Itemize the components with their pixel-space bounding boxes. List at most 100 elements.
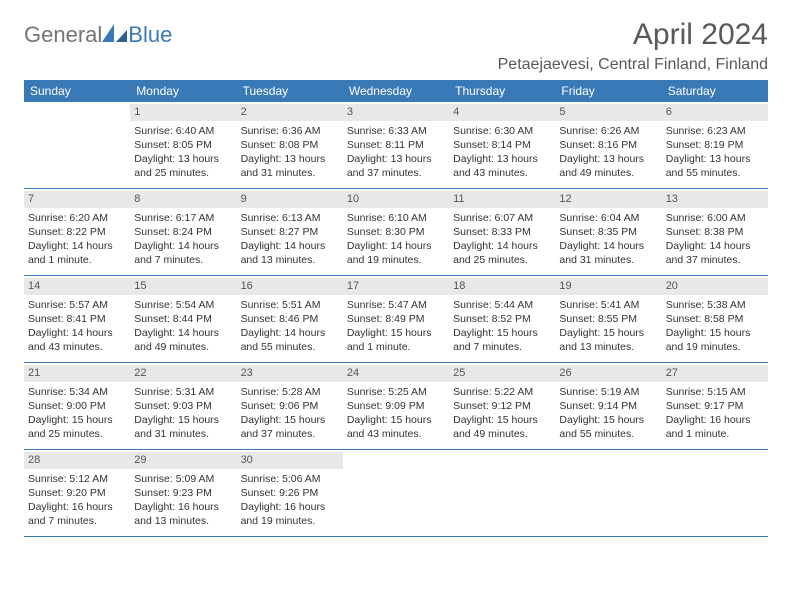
day-number: 28 [24, 452, 130, 469]
day-number: 17 [343, 278, 449, 295]
brand-logo: General Blue [24, 22, 172, 48]
calendar-day-cell: 9Sunrise: 6:13 AMSunset: 8:27 PMDaylight… [237, 189, 343, 275]
day-info: Sunrise: 5:06 AMSunset: 9:26 PMDaylight:… [241, 472, 339, 529]
day-info: Sunrise: 5:54 AMSunset: 8:44 PMDaylight:… [134, 298, 232, 355]
calendar-day-cell [24, 102, 130, 188]
daylight-text: Daylight: 15 hours and 55 minutes. [559, 413, 657, 441]
sunrise-text: Sunrise: 6:23 AM [666, 124, 764, 138]
location-subtitle: Petaejaevesi, Central Finland, Finland [498, 56, 768, 74]
day-number: 20 [662, 278, 768, 295]
sunset-text: Sunset: 8:08 PM [241, 138, 339, 152]
weekday-header: Thursday [449, 80, 555, 102]
sunset-text: Sunset: 8:49 PM [347, 312, 445, 326]
sunrise-text: Sunrise: 6:00 AM [666, 211, 764, 225]
day-info: Sunrise: 5:31 AMSunset: 9:03 PMDaylight:… [134, 385, 232, 442]
day-number: 25 [449, 365, 555, 382]
logo-text-blue: Blue [128, 22, 172, 48]
calendar-grid: Sunday Monday Tuesday Wednesday Thursday… [24, 80, 768, 537]
sunset-text: Sunset: 8:35 PM [559, 225, 657, 239]
calendar-day-cell: 19Sunrise: 5:41 AMSunset: 8:55 PMDayligh… [555, 276, 661, 362]
daylight-text: Daylight: 13 hours and 43 minutes. [453, 152, 551, 180]
daylight-text: Daylight: 14 hours and 25 minutes. [453, 239, 551, 267]
sunrise-text: Sunrise: 5:44 AM [453, 298, 551, 312]
day-info: Sunrise: 6:00 AMSunset: 8:38 PMDaylight:… [666, 211, 764, 268]
day-number: 4 [449, 104, 555, 121]
calendar-day-cell: 6 Sunrise: 6:23 AMSunset: 8:19 PMDaylight… [662, 102, 768, 188]
day-number: 6 [662, 104, 768, 121]
sunrise-text: Sunrise: 6:20 AM [28, 211, 126, 225]
day-info: Sunrise: 5:34 AMSunset: 9:00 PMDaylight:… [28, 385, 126, 442]
daylight-text: Daylight: 14 hours and 13 minutes. [241, 239, 339, 267]
sunset-text: Sunset: 9:20 PM [28, 486, 126, 500]
day-info: Sunrise: 5:19 AMSunset: 9:14 PMDaylight:… [559, 385, 657, 442]
day-info: Sunrise: 6:40 AMSunset: 8:05 PMDaylight:… [134, 124, 232, 181]
calendar-day-cell: 27Sunrise: 5:15 AMSunset: 9:17 PMDayligh… [662, 363, 768, 449]
calendar-day-cell: 28 Sunrise: 5:12 AMSunset: 9:20 PMDayligh… [24, 450, 130, 536]
sunrise-text: Sunrise: 6:30 AM [453, 124, 551, 138]
sunset-text: Sunset: 8:14 PM [453, 138, 551, 152]
sunset-text: Sunset: 8:22 PM [28, 225, 126, 239]
sunrise-text: Sunrise: 5:25 AM [347, 385, 445, 399]
sunset-text: Sunset: 8:44 PM [134, 312, 232, 326]
logo-sail-icon [102, 24, 128, 49]
calendar-week-row: 14Sunrise: 5:57 AMSunset: 8:41 PMDayligh… [24, 276, 768, 363]
day-info: Sunrise: 6:04 AMSunset: 8:35 PMDaylight:… [559, 211, 657, 268]
sunrise-text: Sunrise: 5:28 AM [241, 385, 339, 399]
day-info: Sunrise: 5:25 AMSunset: 9:09 PMDaylight:… [347, 385, 445, 442]
sunrise-text: Sunrise: 5:12 AM [28, 472, 126, 486]
daylight-text: Daylight: 14 hours and 19 minutes. [347, 239, 445, 267]
day-number: 5 [555, 104, 661, 121]
sunset-text: Sunset: 9:26 PM [241, 486, 339, 500]
daylight-text: Daylight: 15 hours and 49 minutes. [453, 413, 551, 441]
calendar-week-row: 28 Sunrise: 5:12 AMSunset: 9:20 PMDayligh… [24, 450, 768, 537]
calendar-day-cell: 10Sunrise: 6:10 AMSunset: 8:30 PMDayligh… [343, 189, 449, 275]
day-info: Sunrise: 5:12 AMSunset: 9:20 PMDaylight:… [28, 472, 126, 529]
daylight-text: Daylight: 15 hours and 13 minutes. [559, 326, 657, 354]
month-title: April 2024 [498, 18, 768, 52]
daylight-text: Daylight: 15 hours and 1 minute. [347, 326, 445, 354]
sunset-text: Sunset: 8:30 PM [347, 225, 445, 239]
weekday-header: Tuesday [237, 80, 343, 102]
day-number: 11 [449, 191, 555, 208]
calendar-day-cell: 15 Sunrise: 5:54 AMSunset: 8:44 PMDayligh… [130, 276, 236, 362]
daylight-text: Daylight: 15 hours and 7 minutes. [453, 326, 551, 354]
calendar-day-cell: 12Sunrise: 6:04 AMSunset: 8:35 PMDayligh… [555, 189, 661, 275]
daylight-text: Daylight: 15 hours and 19 minutes. [666, 326, 764, 354]
calendar-day-cell: 4 Sunrise: 6:30 AMSunset: 8:14 PMDaylight… [449, 102, 555, 188]
sunset-text: Sunset: 9:17 PM [666, 399, 764, 413]
sunset-text: Sunset: 8:38 PM [666, 225, 764, 239]
daylight-text: Daylight: 14 hours and 1 minute. [28, 239, 126, 267]
day-number: 7 [24, 191, 130, 208]
daylight-text: Daylight: 13 hours and 55 minutes. [666, 152, 764, 180]
day-info: Sunrise: 6:17 AMSunset: 8:24 PMDaylight:… [134, 211, 232, 268]
daylight-text: Daylight: 15 hours and 37 minutes. [241, 413, 339, 441]
day-info: Sunrise: 6:20 AMSunset: 8:22 PMDaylight:… [28, 211, 126, 268]
sunset-text: Sunset: 9:09 PM [347, 399, 445, 413]
daylight-text: Daylight: 13 hours and 49 minutes. [559, 152, 657, 180]
day-number: 15 [130, 278, 236, 295]
daylight-text: Daylight: 15 hours and 43 minutes. [347, 413, 445, 441]
daylight-text: Daylight: 14 hours and 43 minutes. [28, 326, 126, 354]
daylight-text: Daylight: 13 hours and 31 minutes. [241, 152, 339, 180]
calendar-day-cell [555, 450, 661, 536]
calendar-day-cell: 30Sunrise: 5:06 AMSunset: 9:26 PMDayligh… [237, 450, 343, 536]
day-info: Sunrise: 6:26 AMSunset: 8:16 PMDaylight:… [559, 124, 657, 181]
day-number: 16 [237, 278, 343, 295]
sunset-text: Sunset: 9:23 PM [134, 486, 232, 500]
sunset-text: Sunset: 8:16 PM [559, 138, 657, 152]
day-info: Sunrise: 6:23 AMSunset: 8:19 PMDaylight:… [666, 124, 764, 181]
daylight-text: Daylight: 15 hours and 25 minutes. [28, 413, 126, 441]
sunset-text: Sunset: 8:19 PM [666, 138, 764, 152]
sunset-text: Sunset: 9:00 PM [28, 399, 126, 413]
day-number: 1 [130, 104, 236, 121]
weekday-header-row: Sunday Monday Tuesday Wednesday Thursday… [24, 80, 768, 102]
sunrise-text: Sunrise: 5:15 AM [666, 385, 764, 399]
calendar-day-cell: 5 Sunrise: 6:26 AMSunset: 8:16 PMDaylight… [555, 102, 661, 188]
sunrise-text: Sunrise: 5:54 AM [134, 298, 232, 312]
weeks-container: 1 Sunrise: 6:40 AMSunset: 8:05 PMDaylight… [24, 102, 768, 537]
sunrise-text: Sunrise: 5:31 AM [134, 385, 232, 399]
daylight-text: Daylight: 13 hours and 37 minutes. [347, 152, 445, 180]
daylight-text: Daylight: 16 hours and 1 minute. [666, 413, 764, 441]
day-info: Sunrise: 5:51 AMSunset: 8:46 PMDaylight:… [241, 298, 339, 355]
day-info: Sunrise: 5:44 AMSunset: 8:52 PMDaylight:… [453, 298, 551, 355]
